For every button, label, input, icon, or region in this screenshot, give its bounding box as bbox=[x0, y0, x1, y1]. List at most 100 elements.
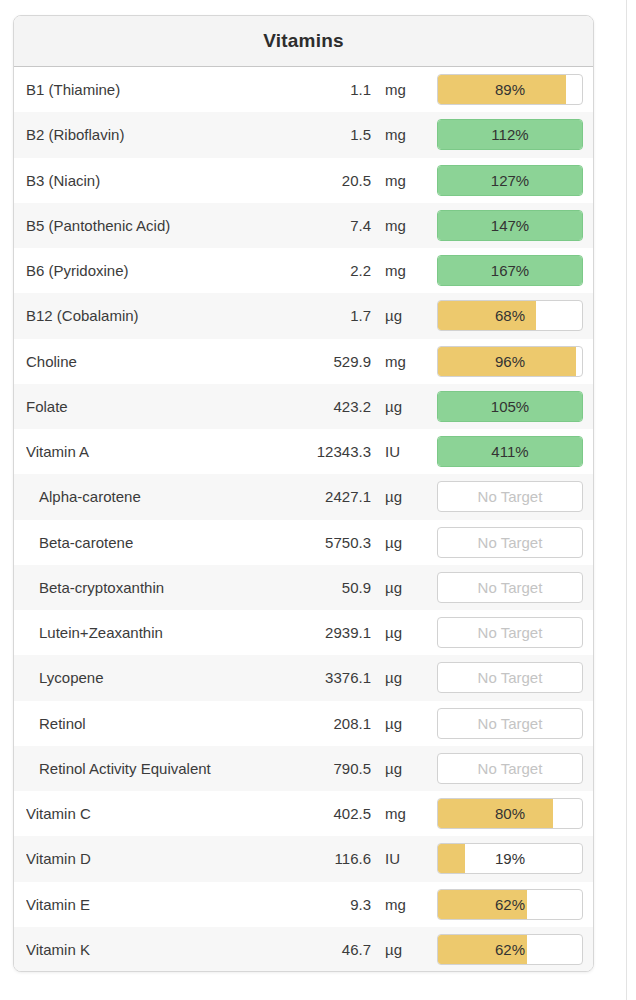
percent-label: 112% bbox=[438, 120, 582, 149]
nutrient-amount: 5750.3 bbox=[325, 534, 371, 551]
nutrient-label: B2 (Riboflavin) bbox=[26, 126, 350, 143]
target-progress-bar: 167% bbox=[437, 255, 583, 286]
nutrient-amount: 7.4 bbox=[350, 217, 371, 234]
nutrient-label: Vitamin A bbox=[26, 443, 317, 460]
nutrient-amount: 208.1 bbox=[333, 715, 371, 732]
nutrient-rows: B1 (Thiamine)1.1 mg 89% B2 (Riboflavin)1.5 m… bbox=[14, 67, 593, 972]
nutrient-label: Folate bbox=[26, 398, 333, 415]
content-column-divider bbox=[626, 0, 627, 1000]
nutrient-label: Alpha-carotene bbox=[26, 488, 325, 505]
nutrient-unit: µg bbox=[385, 488, 425, 505]
target-progress-bar: 147% bbox=[437, 210, 583, 241]
nutrient-unit: mg bbox=[385, 81, 425, 98]
target-progress-bar: 127% bbox=[437, 165, 583, 196]
nutrient-label: B6 (Pyridoxine) bbox=[26, 262, 350, 279]
target-progress-bar: 411% bbox=[437, 436, 583, 467]
nutrient-unit: µg bbox=[385, 534, 425, 551]
nutrient-row[interactable]: Vitamin D116.6IU19% bbox=[14, 836, 593, 881]
nutrient-unit: µg bbox=[385, 669, 425, 686]
nutrient-row[interactable]: Retinol Activity Equivalent790.5µgNo Tar… bbox=[14, 746, 593, 791]
nutrient-label: Vitamin D bbox=[26, 850, 335, 867]
nutrient-row[interactable]: Vitamin E9.3mg62% bbox=[14, 882, 593, 927]
nutrient-row[interactable]: Alpha-carotene2427.1µgNo Target bbox=[14, 474, 593, 519]
vitamins-panel: Vitamins B1 (Thiamine)1.1mg89%B2 (Ribofl… bbox=[13, 15, 594, 972]
target-progress-bar: No Target bbox=[437, 481, 583, 512]
nutrient-label: B1 (Thiamine) bbox=[26, 81, 350, 98]
percent-label: 96% bbox=[438, 347, 582, 376]
nutrient-row[interactable]: B5 (Pantothenic Acid)7.4mg147% bbox=[14, 203, 593, 248]
no-target-label: No Target bbox=[438, 754, 582, 783]
no-target-label: No Target bbox=[438, 663, 582, 692]
nutrient-amount: 9.3 bbox=[350, 896, 371, 913]
nutrient-row[interactable]: Beta-cryptoxanthin50.9µgNo Target bbox=[14, 565, 593, 610]
target-progress-bar: 112% bbox=[437, 119, 583, 150]
nutrient-label: Beta-carotene bbox=[26, 534, 325, 551]
nutrient-unit: mg bbox=[385, 126, 425, 143]
target-progress-bar: No Target bbox=[437, 572, 583, 603]
percent-label: 411% bbox=[438, 437, 582, 466]
nutrient-label: Vitamin E bbox=[26, 896, 350, 913]
nutrient-amount: 1.7 bbox=[350, 307, 371, 324]
target-progress-bar: 105% bbox=[437, 391, 583, 422]
nutrient-row[interactable]: Beta-carotene5750.3 µg No Target bbox=[14, 520, 593, 565]
nutrient-amount: 1.5 bbox=[350, 126, 371, 143]
nutrient-amount: 423.2 bbox=[333, 398, 371, 415]
target-progress-bar: No Target bbox=[437, 708, 583, 739]
nutrient-row[interactable]: B1 (Thiamine)1.1 mg 89% bbox=[14, 67, 593, 112]
nutrient-row[interactable]: Lycopene3376.1µgNo Target bbox=[14, 655, 593, 700]
nutrient-label: Lycopene bbox=[26, 669, 325, 686]
nutrient-amount: 12343.3 bbox=[317, 443, 371, 460]
target-progress-bar: No Target bbox=[437, 662, 583, 693]
nutrient-label: Lutein+Zeaxanthin bbox=[26, 624, 325, 641]
percent-label: 62% bbox=[438, 935, 582, 964]
nutrient-row[interactable]: Choline529.9mg96% bbox=[14, 339, 593, 384]
nutrient-row[interactable]: B12 (Cobalamin)1.7µg68% bbox=[14, 293, 593, 338]
nutrient-row[interactable]: B2 (Riboflavin)1.5 mg 112% bbox=[14, 112, 593, 157]
nutrient-row[interactable]: Vitamin K46.7µg62% bbox=[14, 927, 593, 972]
target-progress-bar: 68% bbox=[437, 300, 583, 331]
no-target-label: No Target bbox=[438, 709, 582, 738]
percent-label: 127% bbox=[438, 166, 582, 195]
nutrient-unit: IU bbox=[385, 443, 425, 460]
nutrient-unit: µg bbox=[385, 760, 425, 777]
nutrient-unit: µg bbox=[385, 307, 425, 324]
nutrient-amount: 46.7 bbox=[342, 941, 371, 958]
no-target-label: No Target bbox=[438, 528, 582, 557]
nutrient-amount: 116.6 bbox=[335, 850, 371, 867]
nutrient-amount: 1.1 bbox=[350, 81, 371, 98]
nutrient-label: B3 (Niacin) bbox=[26, 172, 342, 189]
target-progress-bar: 89% bbox=[437, 74, 583, 105]
target-progress-bar: No Target bbox=[437, 753, 583, 784]
nutrient-row[interactable]: Folate423.2 µg 105% bbox=[14, 384, 593, 429]
nutrient-amount: 20.5 bbox=[342, 172, 371, 189]
nutrient-unit: mg bbox=[385, 262, 425, 279]
no-target-label: No Target bbox=[438, 618, 582, 647]
nutrient-unit: mg bbox=[385, 896, 425, 913]
nutrient-label: Vitamin K bbox=[26, 941, 342, 958]
target-progress-bar: No Target bbox=[437, 617, 583, 648]
percent-label: 89% bbox=[438, 75, 582, 104]
nutrient-row[interactable]: Vitamin A12343.3 IU 411% bbox=[14, 429, 593, 474]
nutrient-unit: IU bbox=[385, 850, 425, 867]
nutrient-unit: mg bbox=[385, 172, 425, 189]
nutrient-unit: µg bbox=[385, 579, 425, 596]
nutrient-row[interactable]: B6 (Pyridoxine)2.2 mg 167% bbox=[14, 248, 593, 293]
nutrient-amount: 2939.1 bbox=[325, 624, 371, 641]
percent-label: 80% bbox=[438, 799, 582, 828]
target-progress-bar: 96% bbox=[437, 346, 583, 377]
nutrient-row[interactable]: B3 (Niacin)20.5 mg 127% bbox=[14, 158, 593, 203]
nutrient-unit: mg bbox=[385, 353, 425, 370]
nutrient-label: Retinol Activity Equivalent bbox=[26, 760, 333, 777]
nutrient-unit: µg bbox=[385, 715, 425, 732]
nutrient-amount: 2.2 bbox=[350, 262, 371, 279]
percent-label: 68% bbox=[438, 301, 582, 330]
nutrient-label: Choline bbox=[26, 353, 333, 370]
nutrient-unit: µg bbox=[385, 398, 425, 415]
target-progress-bar: No Target bbox=[437, 527, 583, 558]
nutrient-row[interactable]: Vitamin C402.5mg80% bbox=[14, 791, 593, 836]
nutrient-label: Vitamin C bbox=[26, 805, 333, 822]
no-target-label: No Target bbox=[438, 482, 582, 511]
target-progress-bar: 80% bbox=[437, 798, 583, 829]
nutrient-row[interactable]: Retinol208.1µgNo Target bbox=[14, 701, 593, 746]
nutrient-row[interactable]: Lutein+Zeaxanthin2939.1µgNo Target bbox=[14, 610, 593, 655]
